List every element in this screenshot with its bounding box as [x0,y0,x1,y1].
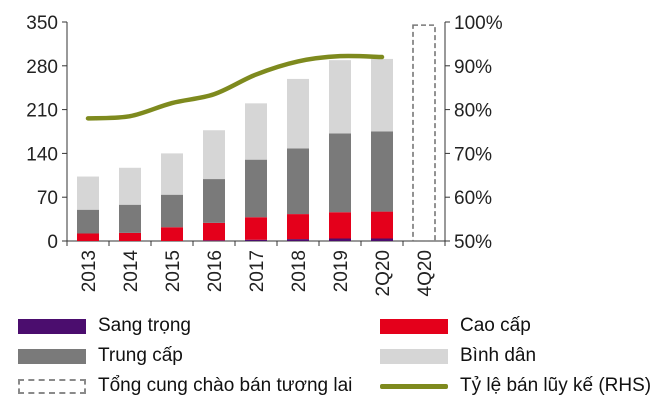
legend-item-luxury: Sang trọng [18,315,191,337]
bar-sang-trọng [371,238,393,241]
bar-cao-cấp [77,233,99,241]
x-tick-label: 2Q20 [373,250,394,296]
legend-swatch-high-end [380,318,448,334]
legend-label-luxury: Sang trọng [98,315,191,336]
legend-label-high-end: Cao cấp [460,315,531,336]
x-tick-label: 2013 [79,250,100,292]
x-tick-label: 4Q20 [415,250,436,296]
x-tick-label: 2014 [121,250,142,293]
bar-cao-cấp [287,214,309,240]
bar-trung-cấp [329,133,351,213]
y-right-tick-label: 80% [454,101,492,122]
x-tick-label: 2018 [289,250,310,292]
y-right-tick-label: 50% [454,232,492,253]
legend-item-absorption: Tỷ lệ bán lũy kế (RHS) [380,375,650,397]
bar-cao-cấp [119,232,141,241]
y-left-tick-label: 350 [26,13,58,34]
y-left-tick-label: 70 [37,188,58,209]
bar-sang-trọng [329,238,351,241]
legend-swatch-affordable [380,348,448,364]
x-tick-label: 2015 [163,250,184,292]
bar-bình-dân [161,153,183,195]
bar-sang-trọng [287,239,309,241]
bar-bình-dân [203,130,225,180]
y-right-tick-label: 100% [454,13,503,34]
bar-bình-dân [329,60,351,134]
bar-bình-dân [77,176,99,210]
bar-cao-cấp [329,212,351,239]
x-tick-label: 2019 [331,250,352,292]
y-right-tick-label: 60% [454,188,492,209]
bar-trung-cấp [287,148,309,215]
legend-swatch-mid-end [18,348,86,364]
legend-item-high-end: Cao cấp [380,315,531,337]
y-right-tick-label: 70% [454,144,492,165]
legend-label-absorption: Tỷ lệ bán lũy kế (RHS) [460,375,650,396]
absorption-rate-line [85,53,385,121]
bar-trung-cấp [161,194,183,228]
legend-item-future-supply: Tổng cung chào bán tương lai [18,375,352,397]
y-right-tick-label: 90% [454,57,492,78]
legend-label-future-supply: Tổng cung chào bán tương lai [98,375,353,396]
y-left-tick-label: 140 [26,144,58,165]
bar-cao-cấp [161,227,183,241]
legend-label-affordable: Bình dân [460,345,537,366]
bar-cao-cấp [371,211,393,239]
bar-bình-dân [287,78,309,149]
bar-bình-dân [119,167,141,205]
stacked-bar-line-chart: 0 70 140 210 280 350 50% 60% 70% 80% 90% 100% 2013 20… [26,13,503,296]
legend-item-mid-end: Trung cấp [18,345,183,367]
legend-swatch-future-supply [18,378,86,394]
bar-cao-cấp [203,222,225,241]
bar-cao-cấp [245,217,267,240]
bar-trung-cấp [371,131,393,212]
legend-label-mid-end: Trung cấp [98,345,183,366]
bar-sang-trọng [245,239,267,241]
bar-trung-cấp [77,209,99,234]
bar-bình-dân [245,103,267,160]
bar-trung-cấp [245,159,267,218]
legend-swatch-absorption [380,383,448,389]
bar-bình-dân [371,58,393,132]
x-tick-label: 2016 [205,250,226,292]
chart-legend: Sang trọng Cao cấp Trung cấp Bình dân Tổ… [0,312,650,406]
bar-sang-trọng [203,240,225,241]
x-tick-label: 2017 [247,250,268,292]
legend-swatch-luxury [18,318,86,334]
bar-trung-cấp [119,204,141,233]
y-left-tick-label: 0 [47,232,58,253]
legend-item-affordable: Bình dân [380,345,536,367]
future-supply-bar [412,24,436,242]
y-left-tick-label: 210 [26,101,58,122]
y-left-tick-label: 280 [26,57,58,78]
bar-trung-cấp [203,179,225,223]
